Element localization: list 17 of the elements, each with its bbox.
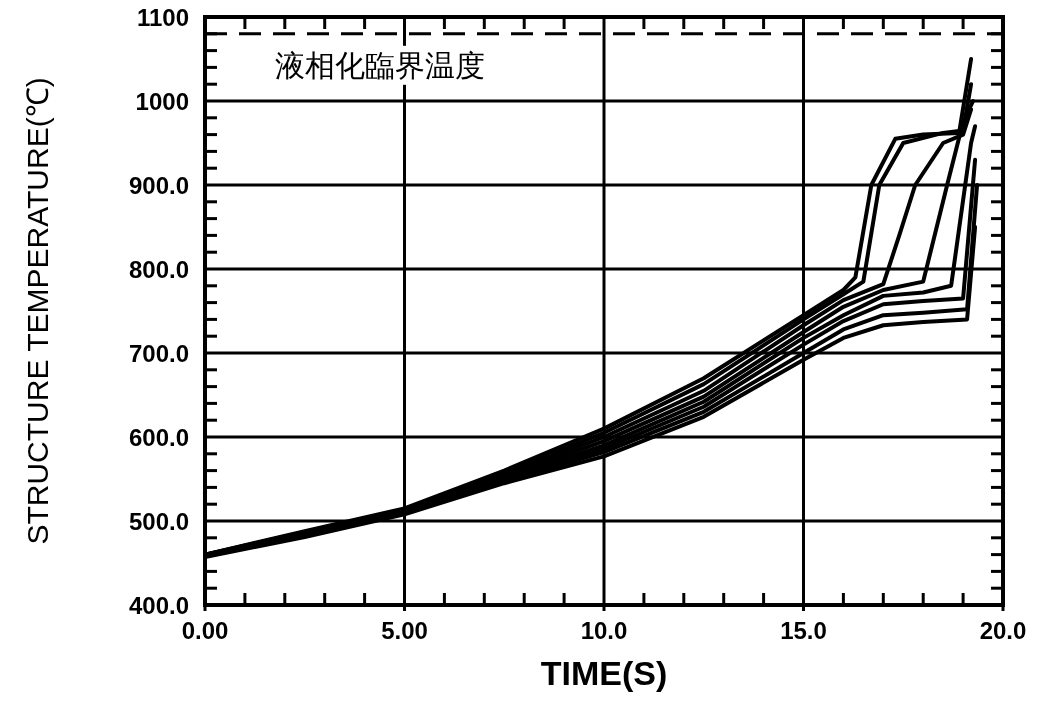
y-tick-label: 900.0 xyxy=(128,172,189,199)
y-tick-label: 1000 xyxy=(135,88,189,115)
y-tick-label: 700.0 xyxy=(128,340,189,367)
y-tick-label: 800.0 xyxy=(128,256,189,283)
y-tick-label: 600.0 xyxy=(128,424,189,451)
x-tick-label: 5.00 xyxy=(381,617,428,644)
y-tick-label: 500.0 xyxy=(128,508,189,535)
y-tick-label: 400.0 xyxy=(128,592,189,619)
y-axis-title: STRUCTURE TEMPERATURE(℃) xyxy=(21,77,54,545)
x-tick-label: 20.0 xyxy=(979,617,1027,644)
y-tick-label: 1100 xyxy=(136,4,189,31)
x-tick-label: 15.0 xyxy=(780,617,827,644)
x-tick-label: 0.00 xyxy=(181,617,229,644)
legend-label: 液相化臨界温度 xyxy=(275,48,485,82)
x-axis-title: TIME(S) xyxy=(540,654,668,692)
ref-line: 液相化臨界温度 xyxy=(205,32,1003,85)
x-tick-label: 10.0 xyxy=(580,617,628,644)
